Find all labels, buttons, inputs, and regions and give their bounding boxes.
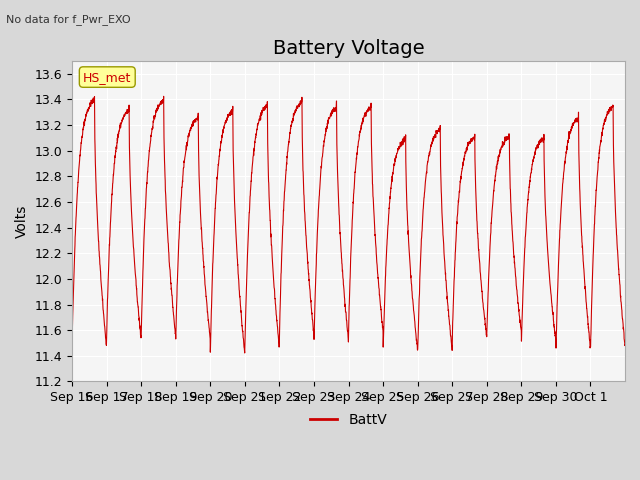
Legend: BattV: BattV (304, 407, 393, 432)
Text: HS_met: HS_met (83, 71, 131, 84)
Text: No data for f_Pwr_EXO: No data for f_Pwr_EXO (6, 14, 131, 25)
Y-axis label: Volts: Volts (15, 204, 29, 238)
Title: Battery Voltage: Battery Voltage (273, 39, 424, 58)
